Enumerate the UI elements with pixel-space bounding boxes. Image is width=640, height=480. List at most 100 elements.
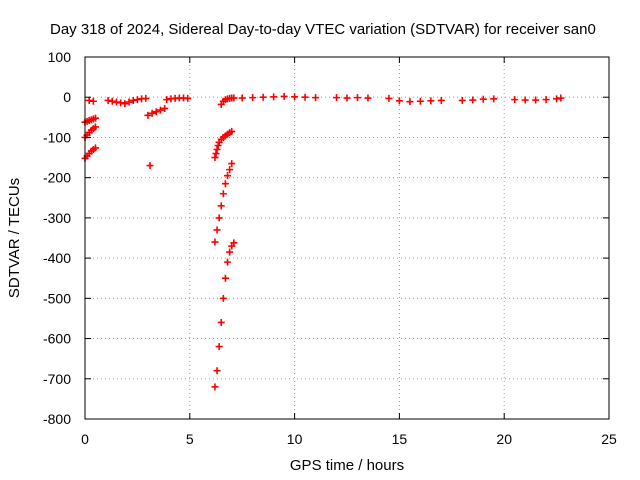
data-point <box>343 94 351 102</box>
y-tick-label: -800 <box>43 411 71 427</box>
data-point <box>224 172 232 180</box>
x-tick-label: 25 <box>601 431 617 447</box>
y-tick-label: -100 <box>43 129 71 145</box>
data-point <box>213 226 221 234</box>
y-tick-labels: 100 0 -100 -200 -300 -400 -500 -600 -700 -800 <box>43 49 71 427</box>
data-point <box>148 109 156 117</box>
y-tick-label: -700 <box>43 371 71 387</box>
data-point <box>112 98 120 106</box>
data-point <box>557 94 565 102</box>
data-point <box>230 94 238 102</box>
y-tick-label: -500 <box>43 290 71 306</box>
data-point <box>146 162 154 170</box>
plot-frame <box>84 56 610 420</box>
axis-ticks <box>84 56 610 420</box>
data-point <box>226 248 234 256</box>
data-point <box>214 141 222 149</box>
data-point <box>301 93 309 101</box>
data-point <box>213 146 221 154</box>
data-point <box>152 108 160 116</box>
data-point <box>333 94 341 102</box>
y-tick-label: 0 <box>63 89 71 105</box>
x-tick-label: 20 <box>496 431 512 447</box>
data-point <box>542 96 550 104</box>
grid-lines <box>85 57 609 419</box>
series-sunrise-drop <box>211 94 238 391</box>
y-tick-label: -200 <box>43 170 71 186</box>
data-point <box>221 274 229 282</box>
data-point <box>184 94 192 102</box>
data-point <box>121 100 129 108</box>
data-point <box>226 166 234 174</box>
data-point <box>108 97 116 105</box>
y-tick-label: -600 <box>43 331 71 347</box>
data-point <box>385 94 393 102</box>
data-point <box>228 160 236 168</box>
data-point <box>217 202 225 210</box>
data-point <box>217 318 225 326</box>
series-early-tracks <box>81 114 99 162</box>
x-axis-title: GPS time / hours <box>290 457 404 474</box>
data-point <box>91 114 99 122</box>
data-point <box>211 383 219 391</box>
data-point <box>91 144 99 152</box>
data-point <box>211 238 219 246</box>
series-daytime <box>238 92 565 106</box>
data-point <box>490 95 498 103</box>
data-point <box>230 239 238 247</box>
data-point <box>89 97 97 105</box>
data-point <box>427 97 435 105</box>
data-point <box>104 96 112 104</box>
data-point <box>161 104 169 112</box>
data-point <box>215 343 223 351</box>
data-point <box>228 127 236 135</box>
data-point <box>395 97 403 105</box>
y-axis-title: SDTVAR / TECUs <box>6 178 23 298</box>
data-point <box>219 190 227 198</box>
data-point <box>142 94 150 102</box>
data-points <box>81 92 565 391</box>
y-tick-label: -300 <box>43 210 71 226</box>
x-tick-labels: 0 5 10 15 20 25 <box>81 431 617 447</box>
data-point <box>238 94 246 102</box>
data-point <box>211 154 219 162</box>
data-point <box>117 99 125 107</box>
data-point <box>144 111 152 119</box>
data-point <box>511 96 519 104</box>
chart-title: Day 318 of 2024, Sidereal Day-to-day VTE… <box>50 21 596 38</box>
series-pre-dawn-arcs <box>85 94 192 170</box>
x-tick-label: 15 <box>392 431 408 447</box>
data-point <box>125 98 133 106</box>
y-tick-label: -400 <box>43 250 71 266</box>
data-point <box>458 96 466 104</box>
data-point <box>280 92 288 100</box>
data-point <box>291 93 299 101</box>
data-point <box>270 93 278 101</box>
data-point <box>479 95 487 103</box>
data-point <box>85 96 93 104</box>
x-tick-label: 0 <box>81 431 89 447</box>
data-point <box>212 150 220 158</box>
data-point <box>249 94 257 102</box>
data-point <box>163 96 171 104</box>
data-point <box>156 106 164 114</box>
data-point <box>224 258 232 266</box>
data-point <box>437 96 445 104</box>
data-point <box>129 96 137 104</box>
x-tick-label: 5 <box>186 431 194 447</box>
data-point <box>416 97 424 105</box>
y-tick-label: 100 <box>48 49 72 65</box>
data-point <box>312 94 320 102</box>
data-point <box>353 94 361 102</box>
data-point <box>91 123 99 131</box>
data-point <box>553 95 561 103</box>
data-point <box>221 180 229 188</box>
data-point <box>215 214 223 222</box>
data-point <box>521 96 529 104</box>
data-point <box>213 367 221 375</box>
data-point <box>406 98 414 106</box>
data-point <box>469 96 477 104</box>
x-tick-label: 10 <box>287 431 303 447</box>
data-point <box>259 93 267 101</box>
